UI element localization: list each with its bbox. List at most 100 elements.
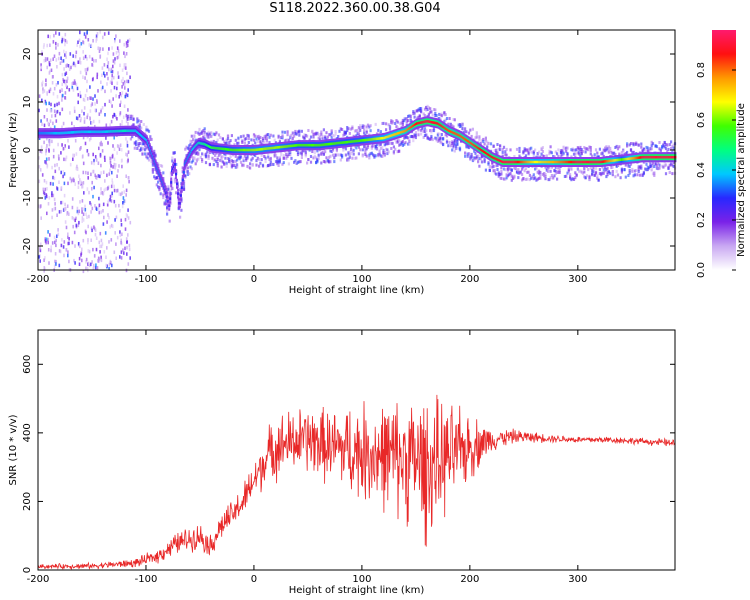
spectrogram-halo-cell xyxy=(169,188,173,192)
spectrogram-noise-cell xyxy=(55,46,57,50)
spectrogram-halo-cell xyxy=(531,175,534,179)
spectrogram-halo-cell xyxy=(272,163,275,166)
spectrogram-halo-cell xyxy=(357,131,360,135)
spectrogram-noise-cell xyxy=(108,199,110,203)
spectrogram-noise-cell xyxy=(67,232,69,236)
spectrogram-noise-cell xyxy=(63,79,65,84)
spectrogram-halo-cell xyxy=(185,168,188,172)
spectrogram-halo-cell xyxy=(637,165,640,169)
spectrogram-halo-cell xyxy=(539,173,542,177)
spectrogram-halo-cell xyxy=(357,152,360,156)
spectrogram-halo-cell xyxy=(611,151,614,155)
spectrogram-halo-cell xyxy=(295,160,298,164)
spectrogram-halo-cell xyxy=(408,114,411,118)
spectrogram-halo-cell xyxy=(264,160,267,163)
spectrogram-noise-cell xyxy=(106,187,109,191)
spectrogram-noise-cell xyxy=(95,39,97,43)
spectrogram-halo-cell xyxy=(168,219,171,223)
spectrogram-noise-cell xyxy=(82,50,84,54)
spectrogram-noise-cell xyxy=(56,102,58,107)
spectrogram-halo-cell xyxy=(534,176,537,180)
spectrogram-noise-cell xyxy=(125,152,127,157)
spectrogram-halo-cell xyxy=(379,154,382,158)
spectrogram-halo-cell xyxy=(265,164,268,168)
spectrogram-noise-cell xyxy=(63,193,66,198)
spectrogram-halo-cell xyxy=(293,134,296,138)
spectrogram-halo-cell xyxy=(403,119,406,123)
spectrogram-noise-cell xyxy=(127,208,129,212)
spectrogram-noise-cell xyxy=(108,47,110,51)
spectrogram-halo-cell xyxy=(198,127,201,131)
spectrogram-halo-cell xyxy=(385,142,388,146)
spectrogram-halo-cell xyxy=(313,154,316,158)
spectrogram-noise-cell xyxy=(77,100,79,105)
spectrogram-halo-cell xyxy=(255,137,258,141)
spectrogram-halo-cell xyxy=(488,168,491,172)
spectrogram-halo-cell xyxy=(203,137,206,141)
spectrogram-noise-cell xyxy=(52,57,54,61)
spectrogram-noise-cell xyxy=(123,251,125,255)
spectrogram-halo-cell xyxy=(645,168,648,172)
spectrogram-noise-cell xyxy=(100,244,103,249)
spectrogram-halo-cell xyxy=(524,167,528,170)
spectrogram-noise-cell xyxy=(126,240,128,244)
spectrogram-halo-cell xyxy=(242,163,245,167)
spectrogram-noise-cell xyxy=(114,204,117,208)
spectrogram-noise-cell xyxy=(46,136,48,141)
spectrogram-noise-cell xyxy=(85,212,87,216)
spectrogram-halo-cell xyxy=(655,164,658,167)
spectrogram-halo-cell xyxy=(335,147,338,151)
spectrogram-noise-cell xyxy=(75,116,78,120)
spectrogram-noise-cell xyxy=(127,216,130,220)
spectrogram-noise-cell xyxy=(75,50,78,55)
spectrogram-halo-cell xyxy=(642,147,645,151)
spectrogram-halo-cell xyxy=(182,179,186,183)
spectrogram-halo-cell xyxy=(435,138,438,142)
spectrogram-noise-cell xyxy=(109,198,111,202)
spectrogram-halo-cell xyxy=(517,168,520,172)
spectrogram-noise-cell xyxy=(56,163,58,167)
spectrogram-noise-cell xyxy=(51,241,54,245)
spectrogram-halo-cell xyxy=(672,143,675,147)
spectrogram-noise-cell xyxy=(86,135,89,139)
spectrogram-halo-cell xyxy=(162,193,165,197)
spectrogram-halo-cell xyxy=(238,157,241,161)
spectrogram-halo-cell xyxy=(280,153,283,157)
spectrogram-noise-cell xyxy=(62,59,65,63)
spectrogram-noise-cell xyxy=(104,74,106,78)
spectrogram-halo-cell xyxy=(395,125,398,129)
spectrogram-noise-cell xyxy=(57,154,60,158)
spectrogram-noise-cell xyxy=(116,56,119,60)
spectrogram-noise-cell xyxy=(64,91,67,95)
spectrogram-halo-cell xyxy=(522,177,525,181)
spectrogram-noise-cell xyxy=(121,204,124,209)
spectrogram-halo-cell xyxy=(343,132,346,136)
spectrogram-noise-cell xyxy=(100,142,102,147)
spectrogram-halo-cell xyxy=(369,124,372,128)
spectrogram-noise-cell xyxy=(113,157,116,162)
spectrogram-halo-cell xyxy=(195,158,198,162)
spectrogram-noise-cell xyxy=(106,64,109,69)
spectrogram-halo-cell xyxy=(344,153,347,157)
spectrogram-halo-cell xyxy=(540,146,543,150)
spectrogram-halo-cell xyxy=(480,160,484,164)
spectrogram-halo-cell xyxy=(422,129,425,133)
spectrogram-noise-cell xyxy=(47,202,50,206)
spectrogram-noise-cell xyxy=(82,56,85,60)
spectrogram-halo-cell xyxy=(357,145,360,149)
spectrogram-noise-cell xyxy=(55,83,58,87)
spectrogram-noise-cell xyxy=(118,203,120,208)
spectrogram-halo-cell xyxy=(296,151,300,154)
spectrogram-noise-cell xyxy=(121,191,123,195)
spectrogram-halo-cell xyxy=(528,178,531,182)
spectrogram-noise-cell xyxy=(39,149,42,153)
spectrogram-halo-cell xyxy=(138,123,141,127)
spectrogram-halo-cell xyxy=(249,162,252,166)
spectrogram-noise-cell xyxy=(38,136,41,140)
spectrogram-noise-cell xyxy=(81,219,83,223)
spectrogram-noise-cell xyxy=(92,97,94,101)
spectrogram-halo-cell xyxy=(583,170,586,174)
spectrogram-halo-cell xyxy=(651,172,655,176)
spectrogram-noise-cell xyxy=(49,87,52,92)
spectrogram-halo-cell xyxy=(381,146,384,150)
